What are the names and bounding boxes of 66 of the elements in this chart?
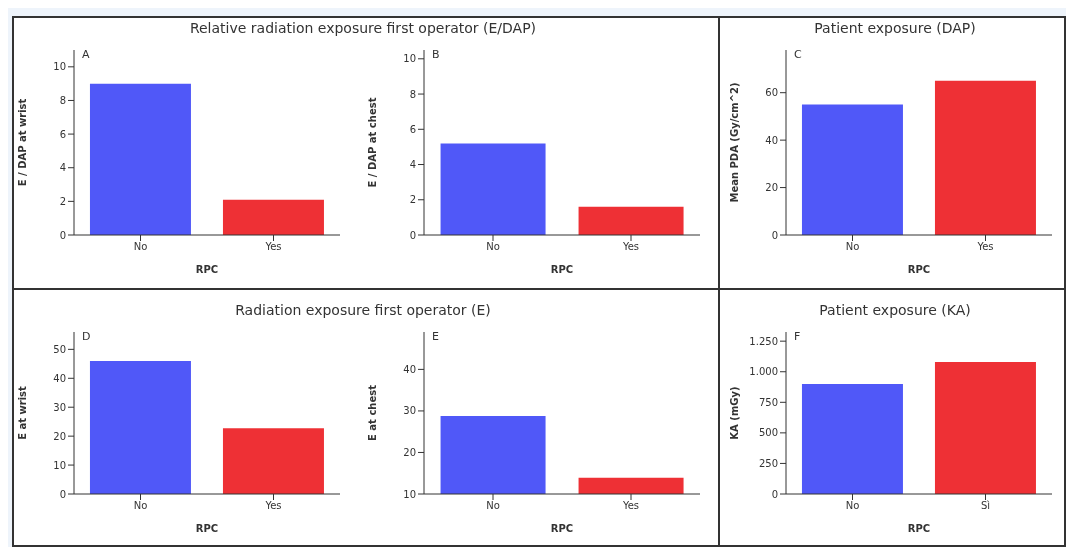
x-tick-label: No: [486, 241, 500, 253]
x-axis-title: RPC: [195, 523, 219, 534]
y-tick-label: 40: [403, 363, 416, 375]
chart-title: Patient exposure (KA): [818, 302, 972, 318]
annotation: D: [82, 330, 91, 343]
y-tick-label: 1.250: [749, 335, 778, 347]
y-tick-label: 40: [765, 134, 778, 146]
y-tick-label: 10: [53, 459, 66, 471]
y-axis-title: Mean PDA (Gy/cm^2): [728, 82, 740, 203]
y-axis-title: KA (mGy): [728, 386, 740, 440]
y-tick-label: 10: [53, 61, 66, 73]
y-tick-label: 8: [409, 88, 416, 100]
x-tick-label: No: [133, 500, 148, 512]
chart-title: Radiation exposure first operator (E): [234, 302, 492, 318]
x-tick-label: Yes: [621, 241, 640, 253]
x-tick-label: Yes: [976, 241, 994, 253]
y-tick-label: 6: [59, 128, 66, 140]
y-tick-label: 250: [758, 457, 778, 469]
annotation: E: [432, 330, 439, 343]
y-axis-title: E / DAP at chest: [366, 97, 378, 188]
y-tick-label: 20: [53, 430, 66, 442]
x-tick-label: No: [845, 500, 860, 512]
annotation: A: [82, 48, 90, 61]
y-tick-label: 30: [53, 401, 66, 413]
y-tick-label: 0: [771, 229, 778, 241]
y-tick-label: 10: [403, 53, 416, 65]
y-tick-label: 2: [409, 194, 416, 206]
x-axis-title: RPC: [550, 264, 574, 275]
y-tick-label: 2: [59, 195, 66, 207]
annotation: F: [794, 330, 801, 343]
y-tick-label: 4: [409, 159, 416, 171]
annotation: C: [794, 48, 802, 61]
y-axis-title: E at chest: [366, 384, 378, 441]
x-tick-label: No: [486, 500, 500, 512]
x-tick-label: No: [845, 241, 860, 253]
x-tick-label: Yes: [264, 241, 282, 253]
y-tick-label: 750: [758, 396, 778, 408]
y-tick-label: 6: [409, 123, 416, 135]
y-tick-label: 1.000: [749, 366, 778, 378]
y-tick-label: 20: [765, 182, 778, 194]
annotation: B: [432, 48, 440, 61]
y-axis-title: E at wrist: [16, 385, 28, 440]
x-axis-title: RPC: [195, 264, 219, 275]
y-tick-label: 20: [403, 447, 416, 459]
y-tick-label: 60: [765, 87, 778, 99]
x-tick-label: Sì: [980, 500, 991, 512]
y-tick-label: 40: [53, 372, 66, 384]
x-tick-label: No: [133, 241, 148, 253]
chart-title: Patient exposure (DAP): [813, 20, 977, 36]
y-tick-label: 4: [59, 162, 66, 174]
chart-title: Relative radiation exposure first operator (E/DAP): [188, 20, 538, 36]
y-tick-label: 0: [59, 488, 66, 500]
y-tick-label: 50: [53, 343, 66, 355]
y-tick-label: 0: [59, 229, 66, 241]
y-tick-label: 10: [403, 488, 416, 500]
y-tick-label: 8: [59, 95, 66, 106]
x-axis-title: RPC: [907, 264, 931, 275]
x-tick-label: Yes: [621, 500, 640, 512]
y-tick-label: 0: [771, 488, 778, 500]
y-tick-label: 0: [409, 229, 416, 241]
y-tick-label: 30: [403, 405, 416, 417]
x-axis-title: RPC: [550, 523, 574, 534]
y-tick-label: 500: [758, 427, 778, 439]
y-axis-title: E / DAP at wrist: [16, 98, 28, 187]
x-axis-title: RPC: [907, 523, 931, 534]
x-tick-label: Yes: [264, 500, 282, 512]
